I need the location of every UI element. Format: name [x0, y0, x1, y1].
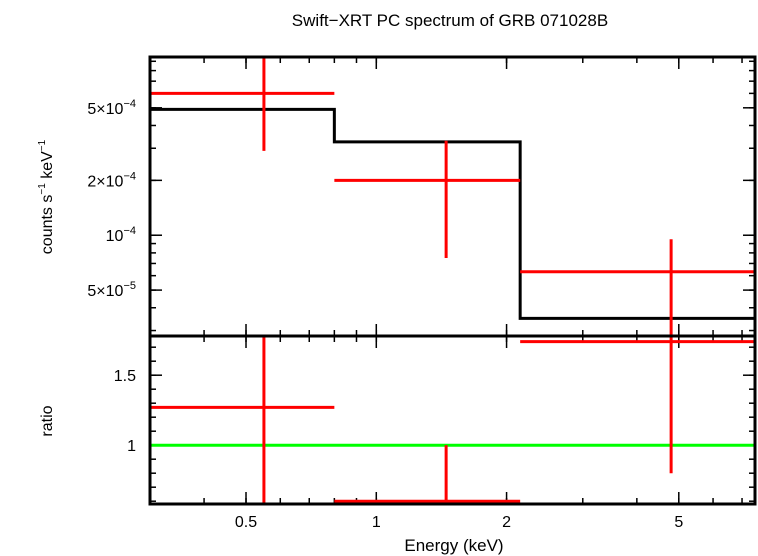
y-tick-label: 5×10−5 — [87, 280, 136, 300]
ylabel-kev: keV — [39, 151, 56, 183]
y-tick-label: 2×10−4 — [87, 170, 136, 190]
ylabel-counts: counts s — [39, 195, 56, 255]
ylabel-sup1: −1 — [37, 183, 48, 195]
model-step-line — [150, 107, 755, 320]
x-tick-label: 0.5 — [235, 514, 257, 531]
y-tick-label: 5×10−4 — [87, 98, 136, 118]
ratio-panel: 1.51 — [114, 334, 757, 506]
x-tick-label: 1 — [372, 514, 381, 531]
x-tick-label: 2 — [502, 514, 511, 531]
spectrum-y-axis-label: counts s−1 keV−1 — [37, 139, 56, 254]
chart-title: Swift−XRT PC spectrum of GRB 071028B — [292, 11, 608, 30]
x-tick-label: 5 — [674, 514, 683, 531]
x-tick-labels: 0.5 1 2 5 — [235, 514, 683, 531]
y-tick-label: 10−4 — [106, 225, 136, 245]
y-tick-label: 1 — [127, 438, 136, 455]
panel-frame — [148, 334, 757, 506]
ratio-y-axis-label: ratio — [39, 405, 56, 436]
ylabel-sup2: −1 — [37, 139, 48, 151]
spectrum-panel: 5×10−4 2×10−4 10−4 5×10−5 — [87, 55, 757, 338]
y-tick-label: 1.5 — [114, 368, 136, 385]
panel-frame — [148, 55, 757, 338]
x-axis-label: Energy (keV) — [404, 536, 503, 555]
